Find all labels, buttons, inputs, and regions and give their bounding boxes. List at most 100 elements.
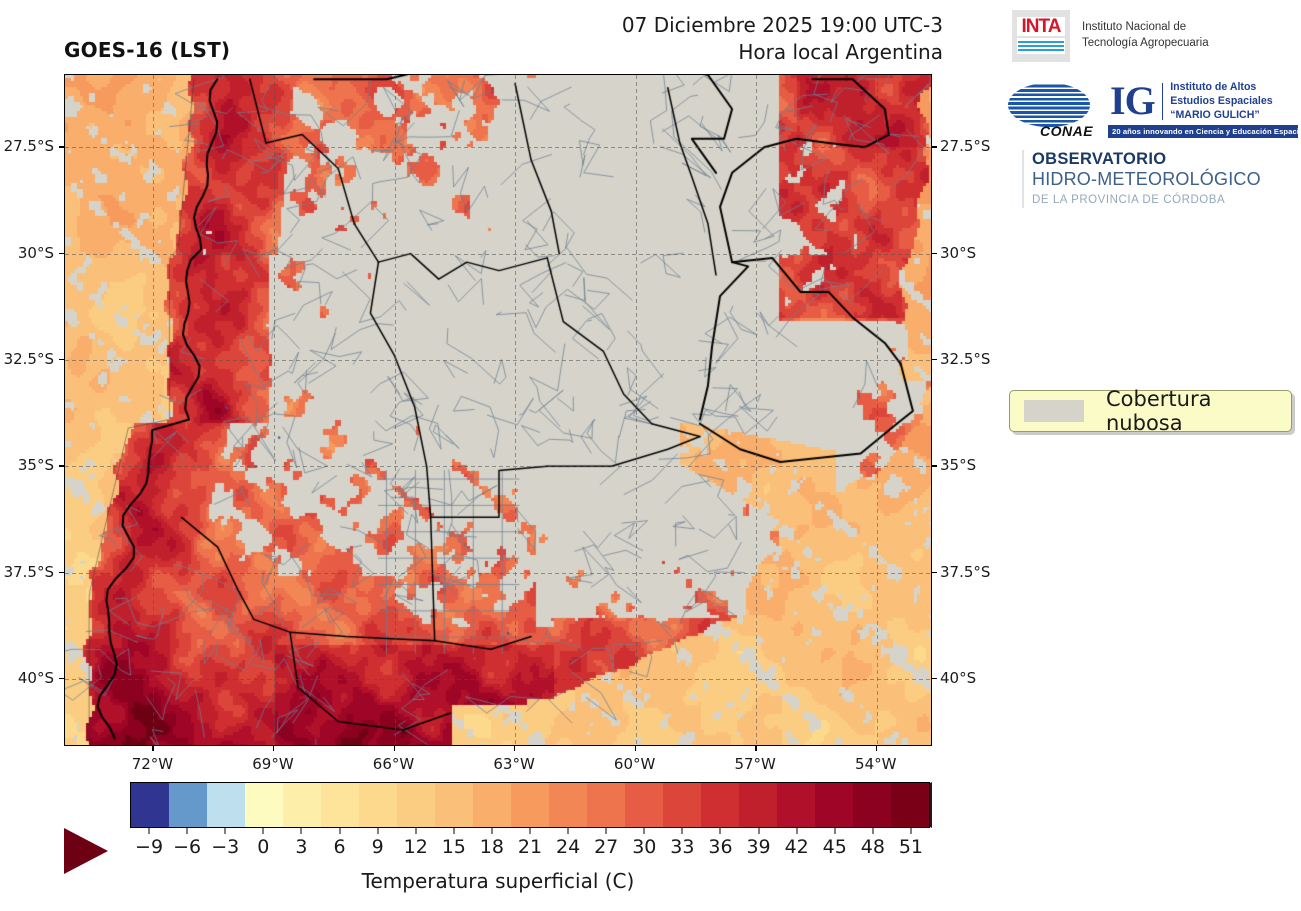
colorbar-tick-label: 0 <box>257 836 270 858</box>
colorbar-tick <box>453 828 455 834</box>
lat-tick-label-right: 32.5°S <box>940 349 991 368</box>
colorbar-tick <box>529 828 531 834</box>
colorbar-segment <box>891 783 929 827</box>
graticule-line <box>394 75 396 745</box>
timestamp-block: 07 Diciembre 2025 19:00 UTC-3 Hora local… <box>622 12 943 66</box>
graticule-line <box>153 75 155 745</box>
colorbar-segment <box>549 783 587 827</box>
conae-ellipse-icon <box>1008 82 1090 127</box>
inta-line2: Tecnología Agropecuaria <box>1082 37 1209 49</box>
graticule-line <box>273 75 275 745</box>
colorbar-tick <box>148 828 150 834</box>
lat-tick-mark <box>932 252 937 255</box>
colorbar-tick-label: 48 <box>860 836 885 858</box>
ig-wordmark: IG <box>1110 78 1156 124</box>
colorbar-segment <box>663 783 701 827</box>
colorbar-over-arrow <box>64 828 932 874</box>
colorbar-tick-label: 36 <box>708 836 733 858</box>
ig-anniversary-banner: 20 años innovando en Ciencia y Educación… <box>1108 124 1301 138</box>
lat-tick-label-left: 27.5°S <box>3 137 54 156</box>
datetime-text: 07 Diciembre 2025 19:00 UTC-3 <box>621 13 943 37</box>
lat-tick-label-left: 30°S <box>17 243 54 262</box>
lat-tick-mark <box>932 358 937 361</box>
colorbar-tick-label: 18 <box>479 836 504 858</box>
inta-name-text: Instituto Nacional de Tecnología Agropec… <box>1082 20 1209 52</box>
ig-line2: Estudios Espaciales <box>1170 95 1273 108</box>
colorbar-segment <box>397 783 435 827</box>
page-title: GOES-16 (LST) <box>64 38 231 62</box>
ig-logo-top: IG Instituto de Altos Estudios Espaciale… <box>1108 80 1298 123</box>
colorbar-segment <box>701 783 739 827</box>
lon-tick-mark <box>152 746 154 751</box>
observatorio-line3: DE LA PROVINCIA DE CÓRDOBA <box>1032 193 1226 206</box>
graticule-line <box>515 75 517 745</box>
colorbar-segment <box>283 783 321 827</box>
graticule-line <box>65 572 931 574</box>
colorbar-tick-label: 15 <box>441 836 466 858</box>
lat-tick-mark <box>59 146 64 148</box>
colorbar-tick <box>186 828 188 834</box>
colorbar-tick-label: −9 <box>135 836 164 858</box>
ig-line3: “MARIO GULICH” <box>1170 109 1260 122</box>
colorbar-tick <box>719 828 721 834</box>
observatorio-line2: HIDRO-METEOROLÓGICO <box>1032 169 1261 190</box>
lon-tick-mark <box>272 746 275 751</box>
graticule-line <box>65 147 931 149</box>
colorbar-tick <box>681 828 683 834</box>
conae-logo-icon: CONAE <box>1006 81 1102 139</box>
colorbar-segment <box>625 783 663 827</box>
ig-logo-block: IG Instituto de Altos Estudios Espaciale… <box>1108 80 1301 138</box>
lon-tick-mark <box>755 746 757 751</box>
graticule-line <box>65 359 931 361</box>
inta-line1: Instituto Nacional de <box>1082 21 1187 34</box>
graticule-line <box>635 75 637 745</box>
lat-tick-label-left: 32.5°S <box>3 349 54 368</box>
colorbar-segment <box>739 783 777 827</box>
lon-tick-label: 57°W <box>734 755 776 773</box>
map-raster <box>65 75 931 745</box>
lon-tick-label: 69°W <box>252 755 294 773</box>
lat-tick-label-left: 40°S <box>17 668 54 687</box>
lat-tick-mark <box>59 465 64 467</box>
colorbar-tick <box>796 828 798 834</box>
colorbar-segment <box>207 783 245 827</box>
lat-tick-label-right: 30°S <box>940 243 977 262</box>
lon-tick-label: 63°W <box>493 755 535 773</box>
lat-tick-mark <box>59 358 64 361</box>
colorbar-tick-label: 33 <box>670 836 695 858</box>
lat-tick-label-right: 35°S <box>940 456 977 475</box>
colorbar-tick-label: 27 <box>594 836 619 858</box>
lat-tick-mark <box>59 677 64 680</box>
observatorio-line1: OBSERVATORIO <box>1032 150 1167 168</box>
branding-panel: INTA Instituto Nacional de Tecnología Ag… <box>1000 0 1301 911</box>
colorbar: −9 −6 −3 0 3 6 9 12 15 18 21 24 27 30 33 36 39 42 45 48 51 <box>64 782 932 874</box>
temperature-map[interactable] <box>64 74 932 746</box>
conae-ig-logo-block: CONAE IG Instituto de Altos Estudios Esp… <box>1006 80 1301 139</box>
colorbar-tick <box>758 828 760 834</box>
cloud-cover-legend: Cobertura nubosa <box>1009 387 1292 435</box>
colorbar-tick <box>377 828 379 834</box>
colorbar-segment <box>359 783 397 827</box>
inta-logo-block: INTA Instituto Nacional de Tecnología Ag… <box>1012 10 1209 62</box>
ig-line1: Instituto de Altos <box>1170 81 1257 93</box>
colorbar-tick-label: 21 <box>517 836 543 858</box>
colorbar-tick-label: 3 <box>295 836 308 858</box>
lat-tick-mark <box>59 571 64 573</box>
inta-bars-icon <box>1017 38 1065 54</box>
colorbar-tick <box>262 828 264 834</box>
inta-wordmark: INTA <box>1017 17 1065 37</box>
colorbar-segment <box>131 783 169 827</box>
conae-wordmark: CONAE <box>1040 122 1094 139</box>
colorbar-segment <box>853 783 891 827</box>
colorbar-tick-label: 12 <box>403 836 428 858</box>
colorbar-tick-label: 9 <box>371 836 384 858</box>
colorbar-tick-label: 51 <box>898 836 924 858</box>
colorbar-tick-label: 24 <box>556 836 581 858</box>
graticule-line <box>756 75 758 745</box>
ig-divider <box>1161 83 1164 120</box>
colorbar-tick-label: −3 <box>211 836 240 858</box>
colorbar-title: Temperatura superficial (C) <box>361 869 635 893</box>
colorbar-tick-label: 45 <box>822 836 847 858</box>
colorbar-segment <box>777 783 815 827</box>
lat-tick-label-right: 37.5°S <box>940 562 991 581</box>
